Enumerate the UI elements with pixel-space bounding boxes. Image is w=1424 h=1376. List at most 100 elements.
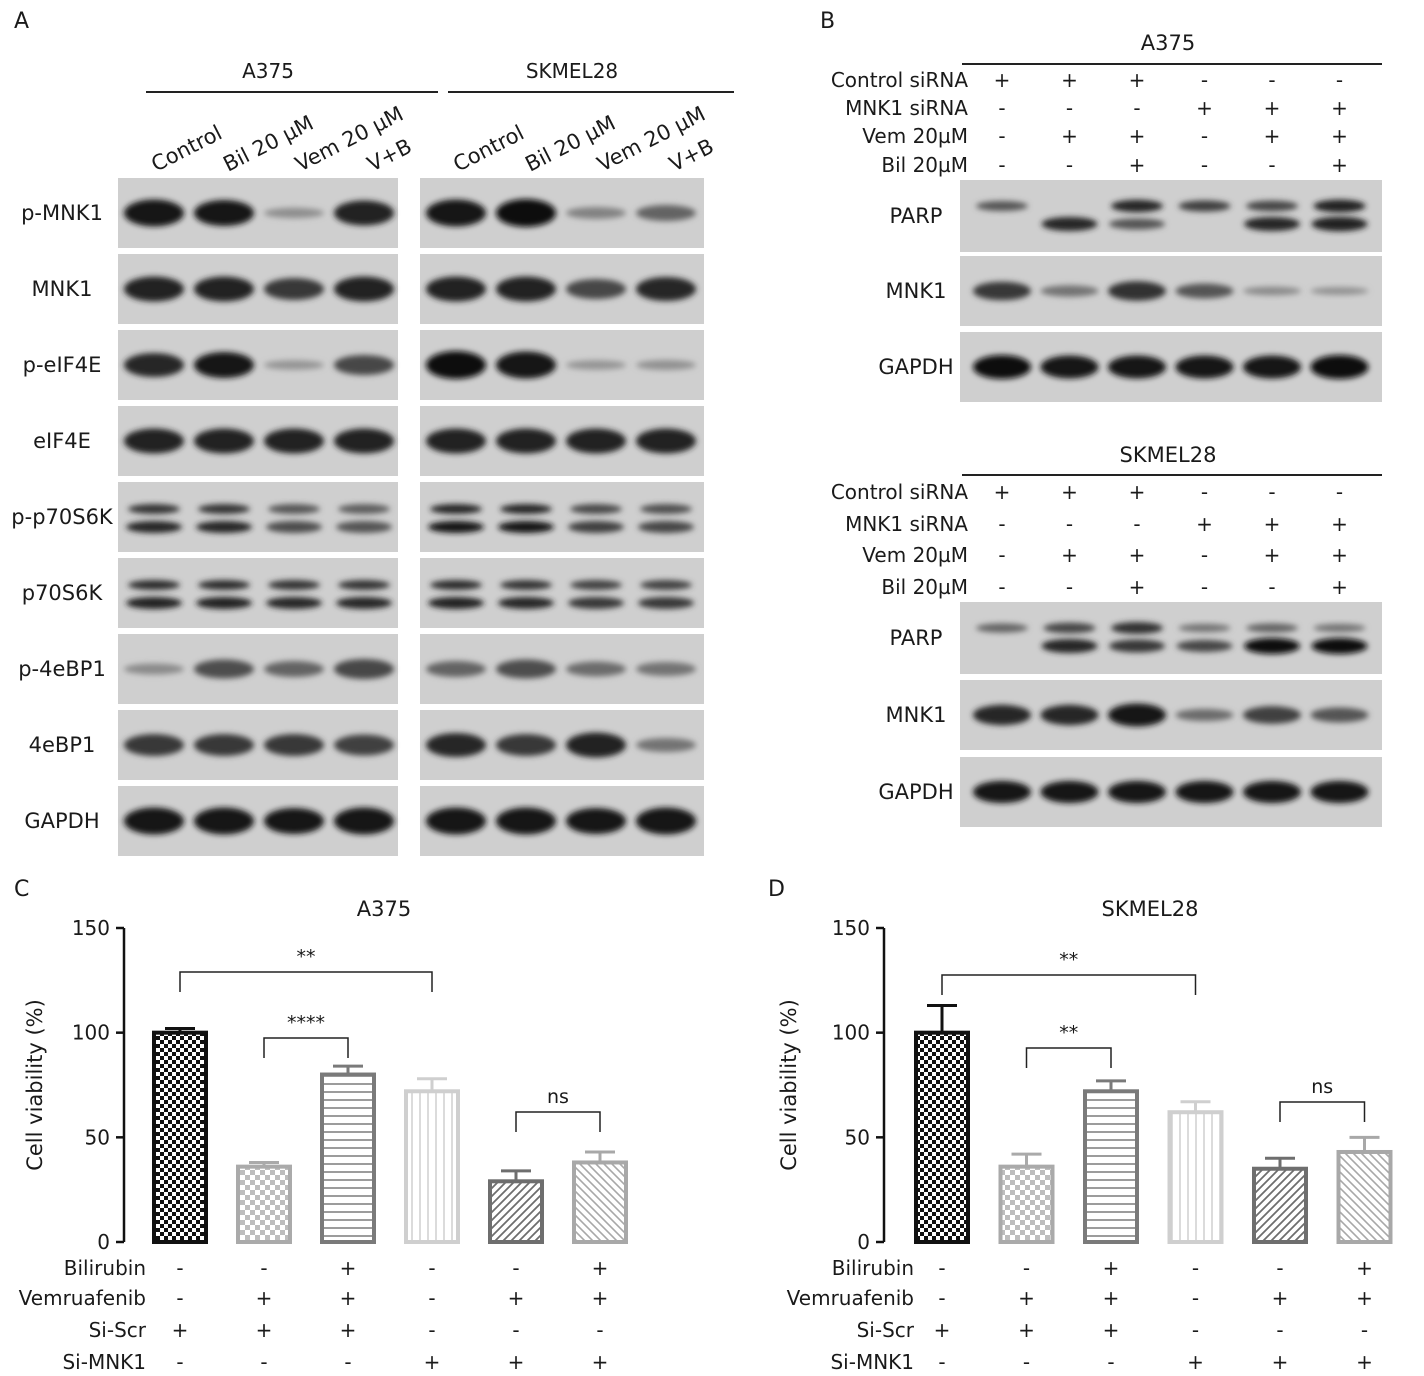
row-label-gapdh: GAPDH xyxy=(24,809,99,833)
blot-band xyxy=(426,807,486,835)
condition-sign: + xyxy=(1103,1256,1120,1280)
condition-sign: + xyxy=(1331,543,1348,567)
y-tick-label: 0 xyxy=(97,1230,110,1254)
condition-sign: + xyxy=(256,1286,273,1310)
blot-band xyxy=(1040,285,1099,297)
condition-sign: + xyxy=(1264,124,1281,148)
panel-letter-c: C xyxy=(14,877,29,902)
condition-sign: - xyxy=(998,96,1005,120)
blot-band xyxy=(428,521,484,533)
blot-band xyxy=(1243,355,1301,379)
blot-band xyxy=(1243,706,1301,724)
blot-band xyxy=(568,597,624,609)
condition-sign: - xyxy=(428,1286,435,1310)
blot-band xyxy=(1313,623,1366,633)
blot-band xyxy=(428,597,484,609)
blot-band xyxy=(1108,281,1166,301)
condition-sign: - xyxy=(998,543,1005,567)
blot-band xyxy=(640,504,692,514)
condition-sign: + xyxy=(1018,1286,1035,1310)
row-label-eif4e: eIF4E xyxy=(33,429,91,453)
condition-sign: + xyxy=(424,1350,441,1374)
row-label-p-eif4e: p-eIF4E xyxy=(23,353,102,377)
blot-band xyxy=(496,807,556,835)
blot-band xyxy=(268,580,320,590)
row-label-p-4ebp1: p-4eBP1 xyxy=(18,657,106,681)
condition-label: Vem 20µM xyxy=(862,543,968,567)
chart-title: A375 xyxy=(357,897,411,921)
significance-label: ** xyxy=(297,946,316,968)
blot-band xyxy=(124,807,184,835)
blot-band xyxy=(430,580,482,590)
row-label-4ebp1: 4eBP1 xyxy=(29,733,96,757)
y-axis-label: Cell viability (%) xyxy=(777,999,801,1171)
blot-group-title: SKMEL28 xyxy=(526,59,618,83)
blot-band xyxy=(1041,217,1098,231)
blot-block-title: A375 xyxy=(1141,31,1195,55)
condition-label: Bilirubin xyxy=(832,1256,914,1280)
blot-band xyxy=(973,281,1031,301)
condition-sign: - xyxy=(998,153,1005,177)
chart-title: SKMEL28 xyxy=(1102,897,1199,921)
condition-sign: - xyxy=(260,1350,267,1374)
condition-label: Vemruafenib xyxy=(19,1286,146,1310)
condition-sign: - xyxy=(1268,153,1275,177)
blot-band xyxy=(500,580,552,590)
blot-band xyxy=(1178,200,1231,212)
condition-sign: + xyxy=(592,1286,609,1310)
blot-band xyxy=(973,704,1031,726)
row-label-p-p70s6k: p-p70S6K xyxy=(11,505,114,529)
condition-sign: + xyxy=(1264,96,1281,120)
blot-band xyxy=(568,521,624,533)
significance-bracket xyxy=(263,1037,349,1058)
blot-band xyxy=(334,200,394,226)
blot-band xyxy=(1310,707,1369,723)
blot-band xyxy=(264,661,324,677)
blot-band xyxy=(426,428,486,454)
blot-band xyxy=(1108,703,1166,727)
condition-sign: + xyxy=(1196,96,1213,120)
blot-band xyxy=(1310,355,1369,379)
blot-band xyxy=(126,597,182,609)
blot-band xyxy=(124,734,184,756)
panel-letter-b: B xyxy=(820,9,835,34)
bar xyxy=(1336,1149,1393,1245)
condition-label: Vemruafenib xyxy=(787,1286,914,1310)
condition-sign: + xyxy=(1264,543,1281,567)
condition-sign: + xyxy=(340,1286,357,1310)
column-label: Control xyxy=(449,121,528,177)
condition-sign: - xyxy=(1023,1256,1030,1280)
condition-sign: + xyxy=(934,1318,951,1342)
condition-sign: - xyxy=(1192,1256,1199,1280)
blot-band xyxy=(1109,639,1165,653)
blot-band xyxy=(264,808,324,834)
blot-band xyxy=(1311,638,1368,654)
blot-band xyxy=(264,278,324,300)
blot-band xyxy=(124,663,184,675)
blot-label-gapdh: GAPDH xyxy=(878,780,953,804)
blot-label-parp: PARP xyxy=(890,626,943,650)
condition-label: Si-Scr xyxy=(857,1318,915,1342)
blot-band xyxy=(1176,640,1233,652)
blot-band xyxy=(1310,287,1369,295)
condition-label: Vem 20µM xyxy=(862,124,968,148)
blot-band xyxy=(336,597,392,609)
blot-band xyxy=(496,199,556,227)
blot-strip xyxy=(960,180,1382,252)
blot-label-gapdh: GAPDH xyxy=(878,355,953,379)
significance-bracket xyxy=(1279,1101,1366,1122)
y-tick-label: 100 xyxy=(832,1021,870,1045)
bar xyxy=(1167,1110,1224,1245)
bar xyxy=(998,1164,1055,1245)
blot-band xyxy=(496,734,556,756)
condition-sign: - xyxy=(1201,575,1208,599)
condition-sign: - xyxy=(1336,68,1343,92)
condition-sign: + xyxy=(508,1350,525,1374)
blot-band xyxy=(266,597,322,609)
blot-band xyxy=(636,662,696,676)
blot-band xyxy=(636,428,696,454)
blot-band xyxy=(1178,623,1231,633)
condition-sign: - xyxy=(1192,1286,1199,1310)
condition-sign: + xyxy=(1129,68,1146,92)
